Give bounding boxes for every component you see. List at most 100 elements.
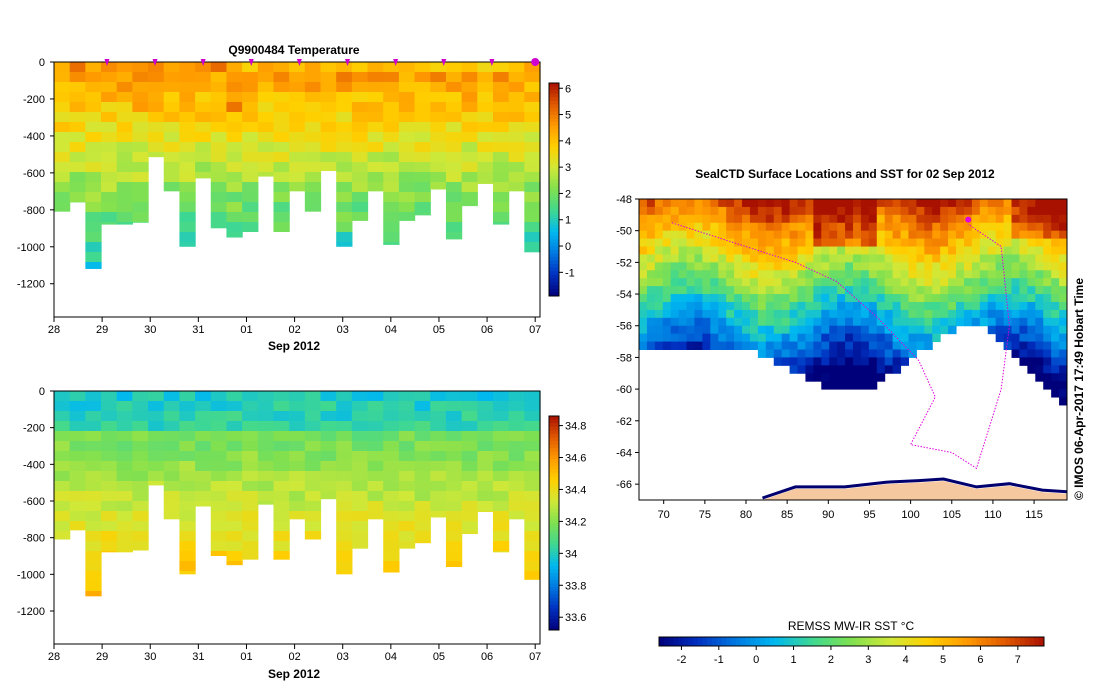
sst-cell: [686, 270, 695, 279]
sst-cell: [1051, 333, 1060, 343]
sst-cell: [654, 325, 664, 335]
section-cell: [477, 112, 494, 122]
sst-cell: [797, 301, 806, 311]
section-cell: [54, 72, 71, 82]
x-tick-label: 02: [288, 651, 300, 663]
section-cell: [351, 471, 369, 481]
sst-cell: [639, 270, 648, 279]
section-cell: [367, 401, 384, 411]
sst-cell: [686, 286, 695, 295]
sst-cell: [1011, 325, 1020, 335]
sst-cell: [749, 309, 759, 319]
section-cell: [492, 62, 510, 72]
sst-cell: [971, 254, 981, 263]
sst-cell: [654, 278, 664, 287]
sst-cell: [908, 246, 917, 255]
sst-cell: [1051, 373, 1060, 382]
sst-cell: [710, 230, 719, 240]
colorbar-cell: [549, 476, 559, 481]
colorbar-cell: [549, 146, 559, 151]
section-cell: [101, 491, 118, 501]
section-cell: [69, 62, 86, 72]
section-cell: [461, 501, 478, 511]
sst-cell: [821, 270, 830, 279]
sst-cell: [924, 238, 933, 248]
section-cell: [508, 411, 525, 421]
sst-cell: [821, 254, 830, 263]
sst-colorbar-cell: [846, 637, 852, 646]
sst-cell: [892, 214, 902, 224]
section-cell: [179, 122, 196, 132]
sst-cell: [718, 230, 727, 240]
sst-cell: [654, 317, 664, 327]
sst-cell: [813, 373, 822, 382]
section-cell: [477, 72, 494, 82]
section-cell: [163, 62, 181, 72]
sst-cell: [860, 294, 870, 303]
sst-cell: [860, 317, 870, 327]
section-cell: [101, 132, 118, 142]
sst-cell: [757, 278, 767, 287]
sst-cell: [821, 317, 830, 327]
section-cell: [273, 481, 290, 491]
section-cell: [398, 212, 416, 221]
sst-cell: [979, 214, 989, 224]
sst-cell: [1027, 206, 1036, 216]
sst-cell: [765, 349, 775, 358]
sst-cell: [1059, 333, 1068, 343]
sst-colorbar-cell: [793, 637, 800, 646]
sst-cell: [813, 206, 822, 216]
section-cell: [54, 202, 71, 212]
section-cell: [195, 92, 212, 102]
section-cell: [179, 391, 196, 401]
sst-cell: [1043, 262, 1052, 271]
sst-cell: [789, 206, 799, 216]
sst-cell: [765, 246, 775, 255]
sst-cell: [876, 206, 886, 216]
sst-cell: [1059, 286, 1068, 295]
sst-cell: [932, 222, 941, 232]
sst-cell: [829, 262, 838, 271]
sst-cell: [979, 286, 989, 295]
colorbar-cell: [549, 540, 559, 545]
section-cell: [383, 561, 400, 571]
section-cell: [210, 92, 228, 102]
section-cell: [148, 72, 165, 82]
colorbar-cell: [549, 530, 559, 535]
colorbar-cell: [549, 440, 559, 446]
section-cell: [163, 391, 181, 401]
section-cell: [69, 172, 86, 182]
sst-cell: [662, 199, 672, 208]
section-cell: [116, 162, 133, 172]
section-cell: [101, 192, 118, 202]
sst-cell: [995, 214, 1005, 224]
sst-cell: [892, 262, 902, 271]
section-cell: [85, 242, 102, 252]
sst-cell: [1019, 238, 1028, 248]
section-cell: [85, 491, 102, 501]
sst-cell: [868, 214, 878, 224]
section-cell: [273, 421, 290, 431]
section-cell: [477, 441, 494, 451]
section-cell: [320, 461, 337, 471]
sst-cell: [1019, 309, 1028, 319]
section-cell: [477, 172, 494, 182]
sst-cell: [1019, 301, 1028, 311]
sst-cell: [781, 341, 791, 350]
profile-marker: [248, 59, 254, 66]
sst-cell: [837, 317, 846, 327]
sst-cell: [1059, 199, 1068, 208]
sst-cell: [718, 333, 727, 343]
sst-colorbar-cell: [928, 637, 934, 646]
sst-colorbar-cell: [716, 637, 723, 646]
section-cell: [524, 501, 541, 511]
section-cell: [54, 82, 71, 92]
sst-cell: [726, 238, 735, 248]
sst-cell: [1059, 397, 1068, 406]
section-cell: [336, 182, 353, 192]
sst-cell: [678, 214, 688, 224]
sst-cell: [940, 238, 949, 248]
sst-cell: [702, 301, 711, 311]
sst-cell: [908, 270, 917, 279]
map-credit: © IMOS 06-Apr-2017 17:49 Hobart Time: [1072, 278, 1086, 500]
